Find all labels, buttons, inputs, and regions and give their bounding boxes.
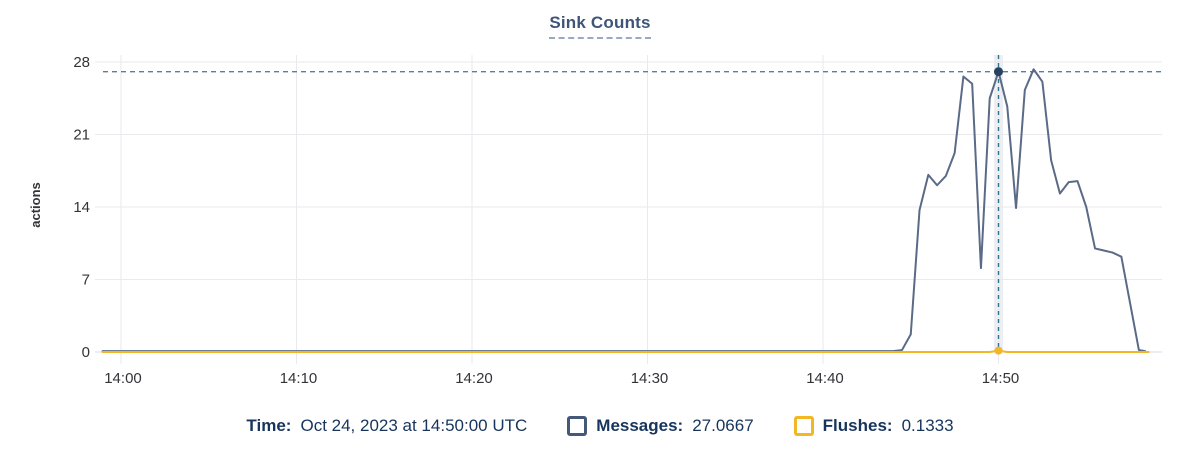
flushes-highlight-marker xyxy=(994,346,1003,355)
x-tick-label: 14:00 xyxy=(104,370,142,387)
y-tick-label: 21 xyxy=(73,127,90,144)
messages-swatch xyxy=(567,416,588,436)
legend-time-group: Time: Oct 24, 2023 at 14:50:00 UTC xyxy=(246,416,527,436)
legend-item-messages[interactable]: Messages: 27.0667 xyxy=(567,416,754,436)
messages-value: 27.0667 xyxy=(692,416,754,435)
chart-header: Sink Counts xyxy=(0,13,1200,39)
chart-title[interactable]: Sink Counts xyxy=(549,13,651,39)
y-axis-title: actions xyxy=(28,182,43,228)
messages-label: Messages: xyxy=(596,416,684,435)
chart-plot-area[interactable]: 0 7 14 21 28 14:00 14:10 14:20 14:30 14:40 14:50 ac… xyxy=(0,0,1200,400)
time-value: Oct 24, 2023 at 14:50:00 UTC xyxy=(300,416,528,435)
flushes-label: Flushes: xyxy=(822,416,893,435)
messages-line xyxy=(101,68,1147,353)
flushes-value: 0.1333 xyxy=(901,416,954,435)
y-tick-label: 28 xyxy=(73,54,90,71)
messages-highlight-marker xyxy=(994,67,1003,77)
y-tick-label: 0 xyxy=(82,344,90,361)
x-tick-label: 14:10 xyxy=(280,370,318,387)
y-tick-label: 14 xyxy=(73,199,90,216)
flushes-line xyxy=(101,349,1150,353)
legend-item-flushes[interactable]: Flushes: 0.1333 xyxy=(793,416,954,436)
time-label: Time: xyxy=(246,416,292,435)
x-tick-label: 14:30 xyxy=(631,370,669,387)
x-tick-label: 14:50 xyxy=(982,370,1020,387)
chart-legend: Time: Oct 24, 2023 at 14:50:00 UTC Messa… xyxy=(0,416,1200,436)
x-tick-label: 14:20 xyxy=(455,370,493,387)
flushes-swatch xyxy=(793,416,814,436)
y-tick-label: 7 xyxy=(82,272,90,289)
x-tick-label: 14:40 xyxy=(806,370,844,387)
